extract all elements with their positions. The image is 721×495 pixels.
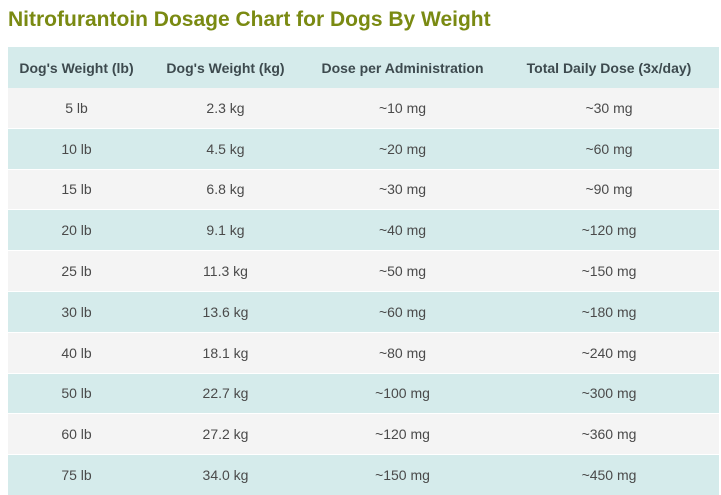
cell-total-daily-dose: ~240 mg	[499, 331, 719, 374]
table-row: 20 lb 9.1 kg ~40 mg ~120 mg	[8, 209, 719, 251]
cell-weight-kg: 6.8 kg	[145, 168, 306, 210]
dosage-table: Dog's Weight (lb) Dog's Weight (kg) Dose…	[8, 47, 719, 495]
cell-weight-kg: 4.5 kg	[145, 127, 306, 170]
cell-dose-per-administration: ~30 mg	[306, 168, 499, 210]
cell-weight-kg: 22.7 kg	[145, 372, 306, 414]
cell-dose-per-administration: ~40 mg	[306, 209, 499, 251]
cell-weight-lb: 25 lb	[8, 250, 145, 292]
cell-dose-per-administration: ~20 mg	[306, 127, 499, 170]
cell-weight-kg: 27.2 kg	[145, 413, 306, 455]
header-weight-kg: Dog's Weight (kg)	[166, 59, 285, 76]
cell-weight-lb: 40 lb	[8, 331, 145, 374]
cell-weight-lb: 5 lb	[65, 99, 88, 116]
table-row: 30 lb 13.6 kg ~60 mg ~180 mg	[8, 290, 719, 333]
cell-total-daily-dose: ~120 mg	[499, 209, 719, 251]
header-total-daily-dose: Total Daily Dose (3x/day)	[526, 59, 692, 76]
cell-dose-per-administration: ~50 mg	[306, 250, 499, 292]
cell-weight-lb: 60 lb	[8, 413, 145, 455]
table-row: 5 lb 2.3 kg ~10 mg ~30 mg	[8, 88, 719, 129]
cell-total-daily-dose: ~360 mg	[499, 413, 719, 455]
table-row: 50 lb 22.7 kg ~100 mg ~300 mg	[8, 372, 719, 414]
cell-weight-kg: 11.3 kg	[145, 250, 306, 292]
cell-total-daily-dose: ~150 mg	[499, 250, 719, 292]
table-row: 10 lb 4.5 kg ~20 mg ~60 mg	[8, 127, 719, 170]
cell-dose-per-administration: ~150 mg	[306, 454, 499, 495]
cell-dose-per-administration: ~60 mg	[306, 290, 499, 333]
cell-total-daily-dose: ~180 mg	[499, 290, 719, 333]
cell-weight-kg: 18.1 kg	[145, 331, 306, 374]
cell-total-daily-dose: ~90 mg	[499, 168, 719, 210]
table-row: 15 lb 6.8 kg ~30 mg ~90 mg	[8, 168, 719, 210]
cell-total-daily-dose: ~300 mg	[499, 372, 719, 414]
header-dose-per-administration: Dose per Administration	[321, 59, 484, 76]
cell-weight-kg: 2.3 kg	[206, 99, 245, 116]
cell-weight-lb: 15 lb	[8, 168, 145, 210]
cell-weight-lb: 50 lb	[8, 372, 145, 414]
header-weight-lb: Dog's Weight (lb)	[19, 59, 134, 76]
cell-total-daily-dose: ~450 mg	[499, 454, 719, 495]
table-row: 40 lb 18.1 kg ~80 mg ~240 mg	[8, 331, 719, 374]
cell-weight-lb: 75 lb	[8, 454, 145, 495]
cell-weight-kg: 34.0 kg	[145, 454, 306, 495]
cell-dose-per-administration: ~120 mg	[306, 413, 499, 455]
cell-dose-per-administration: ~80 mg	[306, 331, 499, 374]
cell-total-daily-dose: ~60 mg	[499, 127, 719, 170]
table-header-row: Dog's Weight (lb) Dog's Weight (kg) Dose…	[8, 47, 719, 88]
cell-weight-lb: 10 lb	[8, 127, 145, 170]
table-row: 75 lb 34.0 kg ~150 mg ~450 mg	[8, 454, 719, 495]
cell-weight-kg: 13.6 kg	[145, 290, 306, 333]
table-row: 25 lb 11.3 kg ~50 mg ~150 mg	[8, 250, 719, 292]
cell-dose-per-administration: ~10 mg	[378, 99, 427, 116]
cell-weight-lb: 20 lb	[8, 209, 145, 251]
cell-dose-per-administration: ~100 mg	[306, 372, 499, 414]
table-row: 60 lb 27.2 kg ~120 mg ~360 mg	[8, 413, 719, 455]
page-title: Nitrofurantoin Dosage Chart for Dogs By …	[8, 8, 491, 31]
cell-total-daily-dose: ~30 mg	[585, 99, 633, 116]
table-body: 5 lb 2.3 kg ~10 mg ~30 mg 10 lb 4.5 kg ~20 mg ~…	[8, 88, 719, 495]
cell-weight-kg: 9.1 kg	[145, 209, 306, 251]
cell-weight-lb: 30 lb	[8, 290, 145, 333]
